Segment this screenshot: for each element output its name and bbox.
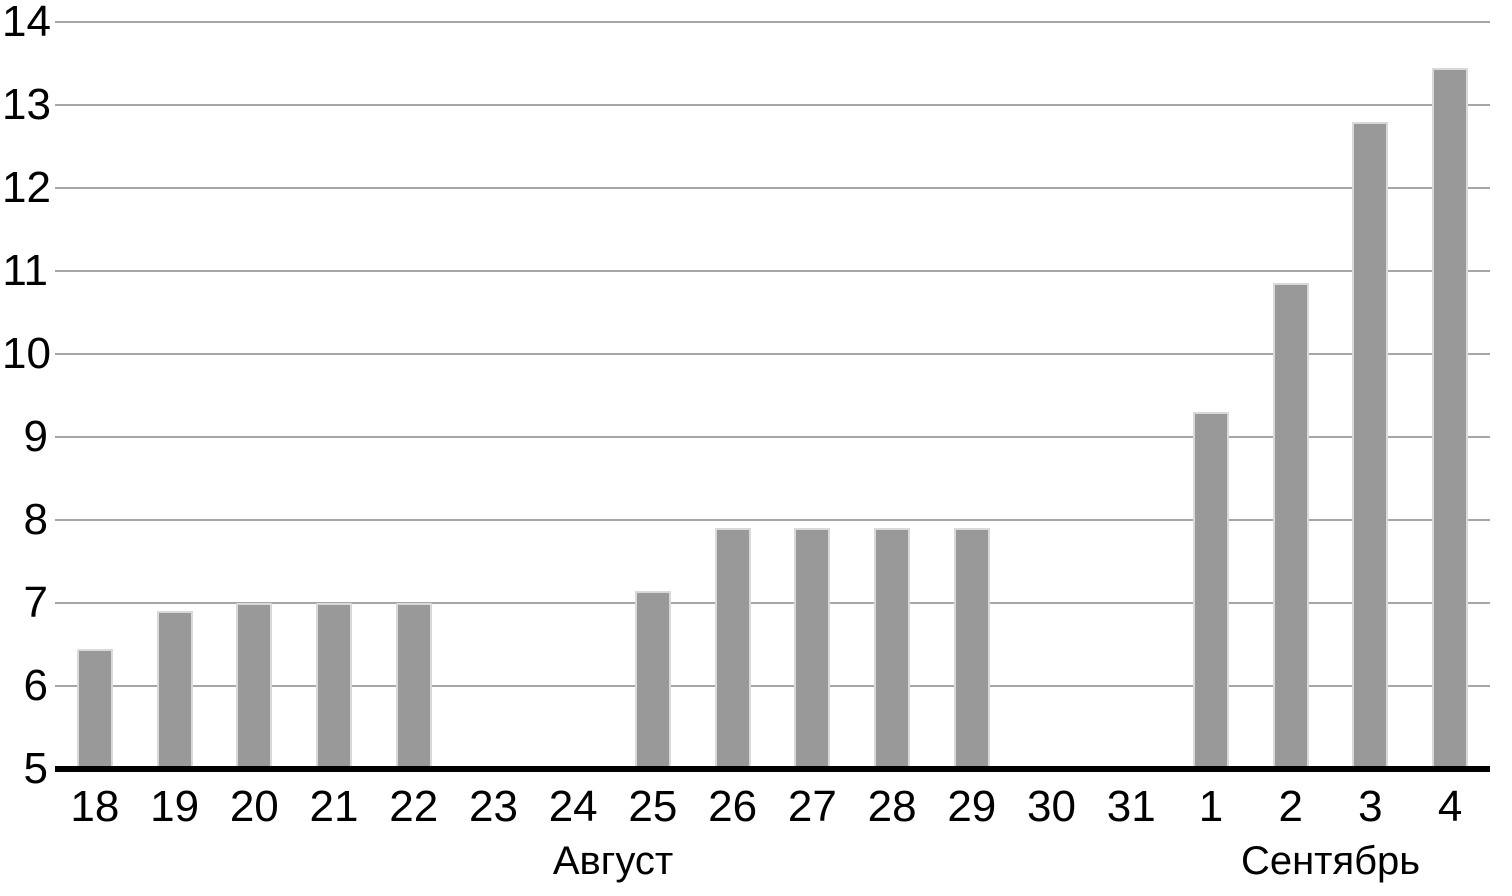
gridline — [55, 104, 1490, 106]
bar — [1192, 412, 1229, 769]
bar — [634, 591, 671, 769]
bar — [794, 528, 831, 769]
x-tick-label: 24 — [548, 782, 598, 831]
x-tick-label: 4 — [1437, 782, 1463, 831]
gridline — [55, 187, 1490, 189]
bar — [874, 528, 911, 769]
x-tick-label: 1 — [1198, 782, 1224, 831]
x-tick-label: 27 — [787, 782, 837, 831]
y-tick-label: 5 — [23, 744, 48, 793]
y-tick-label: 10 — [2, 329, 51, 378]
gridline — [55, 602, 1490, 604]
y-tick-label: 12 — [2, 163, 51, 212]
y-tick-label: 7 — [23, 578, 48, 627]
plot-area — [55, 21, 1490, 772]
y-tick-label: 13 — [2, 80, 51, 129]
bar — [714, 528, 751, 769]
y-tick-label: 8 — [23, 495, 48, 544]
x-tick-label: 21 — [309, 782, 359, 831]
bar — [395, 603, 432, 769]
bar — [1272, 283, 1309, 769]
x-tick-label: 28 — [867, 782, 917, 831]
bar — [953, 528, 990, 769]
gridline — [55, 270, 1490, 272]
gridline — [55, 436, 1490, 438]
x-tick-label: 29 — [947, 782, 997, 831]
x-tick-label: 22 — [389, 782, 439, 831]
x-tick-label: 20 — [229, 782, 279, 831]
x-tick-label: 23 — [468, 782, 518, 831]
x-tick-label: 25 — [628, 782, 678, 831]
y-tick-label: 9 — [23, 412, 48, 461]
bar — [316, 603, 353, 769]
month-label: Август — [552, 839, 674, 883]
bar — [1352, 122, 1389, 769]
bar — [1432, 68, 1469, 769]
x-tick-label: 2 — [1278, 782, 1303, 831]
x-tick-label: 18 — [70, 782, 120, 831]
gridline — [55, 685, 1490, 687]
y-tick-label: 6 — [23, 661, 48, 710]
x-tick-label: 30 — [1027, 782, 1076, 831]
y-tick-label: 11 — [2, 246, 48, 295]
bar — [236, 603, 273, 769]
gridline — [55, 21, 1490, 23]
y-tick-label: 14 — [2, 0, 51, 46]
x-axis-line — [55, 766, 1490, 772]
x-tick-label: 26 — [708, 782, 758, 831]
gridline — [55, 519, 1490, 521]
gridline — [55, 353, 1490, 355]
bar — [76, 649, 113, 769]
month-label: Сентябрь — [1240, 839, 1421, 883]
x-tick-label: 31 — [1106, 782, 1156, 831]
bar — [156, 611, 193, 769]
x-tick-label: 19 — [150, 782, 200, 831]
x-tick-label: 3 — [1358, 782, 1383, 831]
